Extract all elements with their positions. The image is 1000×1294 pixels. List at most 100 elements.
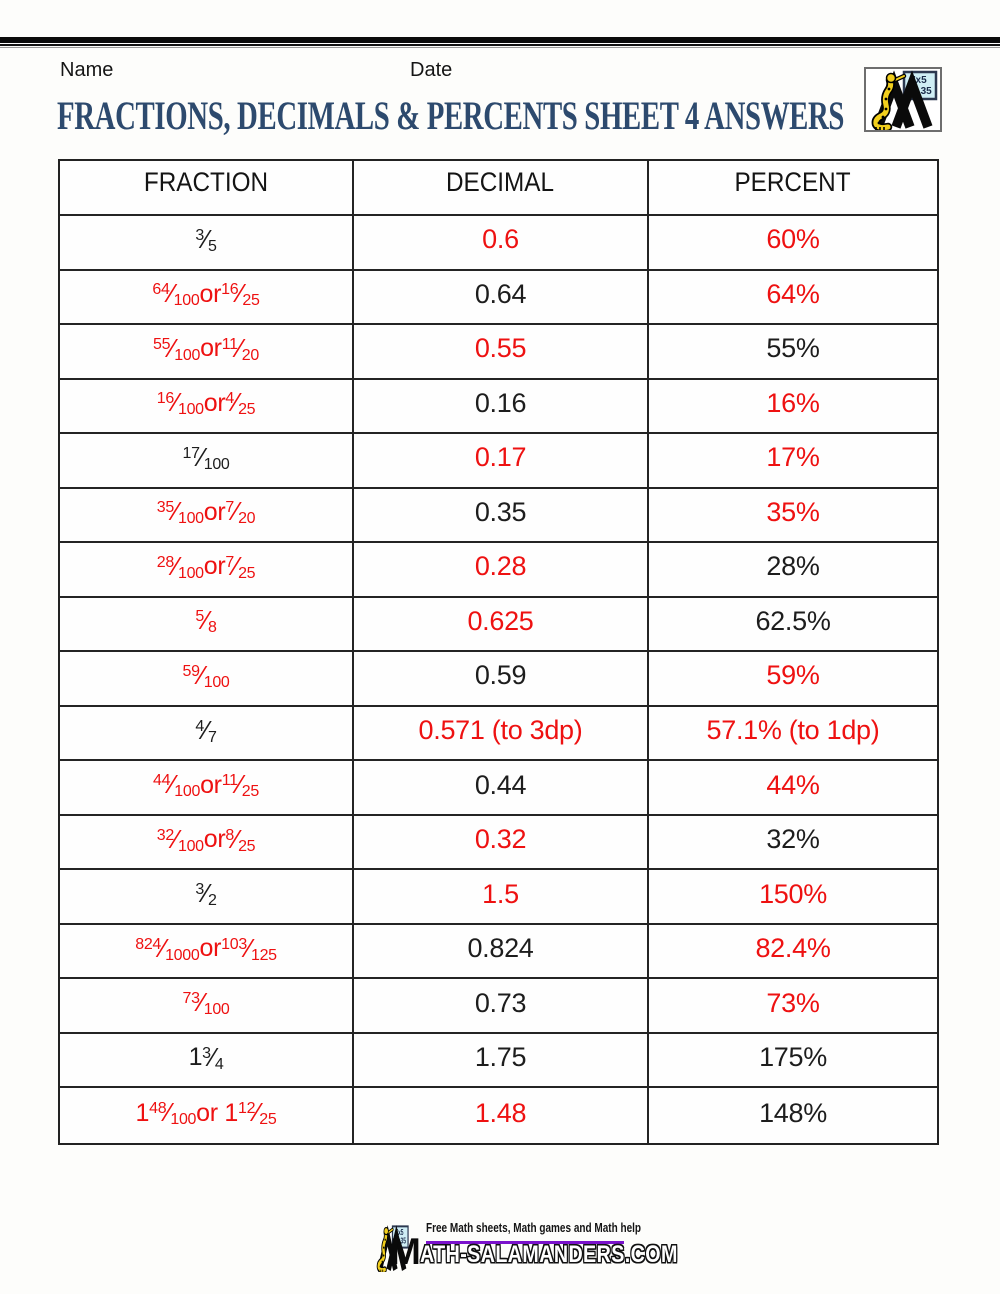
decimal-cell: 0.35	[354, 488, 649, 544]
fraction-cell: 55⁄100 or 11⁄20	[60, 325, 354, 380]
column-header-decimal: DECIMAL	[354, 161, 649, 216]
fraction-cell: 5⁄8	[60, 597, 354, 653]
percent-cell: 175%	[649, 1034, 937, 1089]
percent-cell: 57.1% (to 1dp)	[649, 707, 937, 762]
decimal-cell: 0.64	[354, 270, 649, 326]
percent-cell: 16%	[649, 380, 937, 435]
fraction-value: 35⁄100	[156, 496, 204, 528]
date-label: Date	[410, 59, 453, 81]
fraction-value: 5⁄8	[195, 605, 217, 637]
decimal-cell: 0.16	[354, 379, 649, 435]
percent-cell: 82.4%	[649, 925, 937, 980]
fraction-value: 3⁄5	[195, 223, 217, 255]
fraction-cell: 16⁄100 or 4⁄25	[60, 379, 354, 435]
fraction-value: 44⁄100	[153, 769, 201, 801]
percent-cell: 55%	[649, 325, 937, 380]
fraction-cell: 44⁄100 or 11⁄25	[60, 761, 354, 816]
fraction-value: 11⁄20	[221, 332, 260, 364]
fraction-value: 3⁄2	[195, 878, 217, 910]
decimal-cell: 0.73	[354, 979, 649, 1034]
fraction-cell: 32⁄100 or 8⁄25	[60, 815, 354, 871]
fraction-value: 55⁄100	[153, 332, 201, 364]
column-header-percent: PERCENT	[649, 161, 937, 216]
column-header-label: FRACTION	[143, 167, 269, 197]
fraction-cell: 64⁄100 or 16⁄25	[60, 270, 354, 326]
fraction-value: 73⁄100	[182, 987, 230, 1019]
answers-table: FRACTION DECIMAL PERCENT 3⁄5 0.6 60% 64⁄100 or…	[58, 159, 939, 1145]
fraction-cell: 1 48⁄100 or 1 12⁄25	[60, 1088, 354, 1143]
decimal-cell: 0.59	[354, 652, 649, 707]
decimal-cell: 0.625	[354, 597, 649, 653]
fraction-value: 16⁄100	[156, 387, 204, 419]
decimal-cell: 0.17	[354, 434, 649, 489]
fraction-cell: 28⁄100 or 7⁄25	[60, 543, 354, 598]
percent-cell: 62.5%	[649, 598, 937, 653]
percent-cell: 60%	[649, 216, 937, 271]
fraction-value: 32⁄100	[156, 823, 204, 855]
fraction-value: 824⁄1000	[135, 932, 200, 964]
fraction-value: 64⁄100	[152, 278, 200, 310]
fraction-value: 48⁄100	[149, 1097, 197, 1129]
fraction-cell: 73⁄100	[60, 979, 354, 1034]
percent-cell: 17%	[649, 434, 937, 489]
fraction-cell: 3⁄2	[60, 870, 354, 925]
wordmark-initial: M	[390, 1231, 421, 1272]
decimal-cell: 0.571 (to 3dp)	[354, 706, 649, 762]
percent-cell: 148%	[759, 1097, 827, 1128]
fraction-value: 59⁄100	[182, 659, 230, 691]
decimal-cell: 1.75	[354, 1033, 649, 1089]
salamander-icon	[871, 72, 907, 130]
decimal-cell: 0.32	[354, 815, 649, 871]
column-header-label: DECIMAL	[446, 167, 555, 197]
percent-cell: 73%	[649, 979, 937, 1034]
decimal-cell: 0.44	[354, 761, 649, 816]
top-divider	[0, 37, 1000, 48]
fraction-cell: 17⁄100	[60, 434, 354, 489]
fraction-value: 28⁄100	[156, 550, 204, 582]
percent-cell: 32%	[649, 816, 937, 871]
percent-cell: 64%	[649, 271, 937, 326]
name-label: Name	[60, 59, 114, 81]
decimal-cell: 1.5	[354, 870, 649, 925]
column-header-fraction: FRACTION	[60, 161, 354, 216]
footer-wordmark: M ATH-SALAMANDERS.COM	[390, 1231, 734, 1272]
fraction-value: 3⁄4	[202, 1041, 224, 1073]
fraction-cell: 35⁄100 or 7⁄20	[60, 488, 354, 544]
footer-tagline: Free Math sheets, Math games and Math he…	[426, 1221, 642, 1235]
percent-cell: 150%	[649, 870, 937, 925]
fraction-value: 103⁄125	[221, 932, 277, 964]
fraction-cell: 3⁄5	[60, 216, 354, 271]
footer-brand: Free Math sheets, Math games and Math he…	[374, 1218, 684, 1282]
wordmark-rest: ATH-SALAMANDERS.COM	[419, 1241, 678, 1269]
fraction-value: 17⁄100	[182, 441, 230, 473]
fraction-value: 4⁄7	[195, 714, 217, 746]
fraction-value: 11⁄25	[221, 769, 260, 801]
percent-cell: 44%	[649, 761, 937, 816]
footer-divider	[426, 1241, 624, 1244]
decimal-cell: 0.6	[354, 216, 649, 271]
m-icon	[891, 70, 933, 129]
fraction-cell: 824⁄1000 or 103⁄125	[60, 924, 354, 980]
page-title: FRACTIONS, DECIMALS & PERCENTS SHEET 4 A…	[57, 93, 845, 138]
decimal-cell: 0.824	[354, 924, 649, 980]
salamander-logo-art: 7x5 = 35	[871, 70, 938, 130]
fraction-value: 7⁄25	[225, 550, 256, 582]
percent-cell: 28%	[649, 543, 937, 598]
fraction-cell: 4⁄7	[60, 706, 354, 762]
percent-cell: 35%	[649, 489, 937, 544]
salamander-logo: 7x5 = 35	[864, 67, 942, 132]
fraction-value: 4⁄25	[225, 387, 256, 419]
board-line2: = 35	[912, 86, 932, 97]
decimal-cell: 0.55	[354, 325, 649, 380]
fraction-value: 12⁄25	[238, 1097, 277, 1129]
decimal-cell: 0.28	[354, 543, 649, 598]
board-line1: 7x5	[910, 75, 927, 86]
fraction-value: 7⁄20	[225, 496, 256, 528]
fraction-cell: 59⁄100	[60, 652, 354, 707]
fraction-cell: 1 3⁄4	[60, 1033, 354, 1089]
fraction-value: 16⁄25	[221, 278, 260, 310]
fraction-value: 8⁄25	[225, 823, 256, 855]
decimal-cell: 1.48	[354, 1088, 649, 1143]
percent-cell: 59%	[649, 652, 937, 707]
column-header-label: PERCENT	[734, 167, 852, 197]
